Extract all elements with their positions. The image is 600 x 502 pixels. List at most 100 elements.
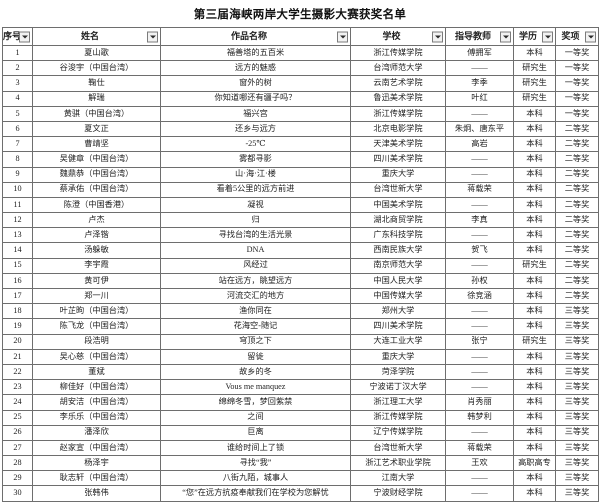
cell-degree: 研究生: [513, 75, 556, 92]
cell-mentor: 叶红: [445, 90, 514, 107]
award-list-table: 序号 姓名 作品名称 学校 指导教师: [2, 27, 599, 502]
cell-name: 黄骐（中国台湾）: [32, 105, 161, 122]
cell-work: 巨离: [160, 424, 351, 441]
cell-degree: 研究生: [513, 60, 556, 77]
cell-degree: 本科: [513, 166, 556, 183]
column-header-name[interactable]: 姓名: [32, 27, 161, 46]
column-header-award-label: 奖项: [561, 30, 580, 41]
cell-school: 中国人民大学: [350, 272, 446, 290]
cell-work: 河流交汇的地方: [160, 287, 351, 305]
cell-seq: 4: [2, 90, 33, 107]
cell-mentor: ——: [445, 424, 514, 441]
cell-work: 留徙: [160, 348, 351, 365]
table-row: 17 郑一川 河流交汇的地方 中国传媒大学 徐竞涵 本科 二等奖: [2, 287, 599, 305]
cell-name: 汤躲敏: [32, 242, 161, 259]
table-row: 16 黄可伊 站在远方，眺望远方 中国人民大学 孙权 本科 二等奖: [2, 272, 599, 290]
cell-work: 绵绵冬雪，梦回紫禁: [160, 394, 351, 411]
table-header: 序号 姓名 作品名称 学校 指导教师: [2, 27, 599, 46]
cell-school: 辽宁传媒学院: [350, 424, 446, 441]
chevron-down-icon[interactable]: [542, 31, 553, 42]
cell-degree: 本科: [513, 363, 556, 381]
cell-name: 谷浚宇（中国台湾）: [32, 60, 161, 77]
cell-work: Vous me manquez: [160, 379, 351, 396]
cell-award: 二等奖: [555, 287, 599, 305]
table-row: 14 汤躲敏 DNA 西南民族大学 贺飞 本科 二等奖: [2, 242, 599, 259]
cell-degree: 本科: [513, 44, 556, 62]
table-row: 6 夏文正 还乡与远方 北京电影学院 朱炯、唐东平 本科 二等奖: [2, 120, 599, 138]
cell-award: 三等奖: [555, 348, 599, 365]
table-row: 10 蔡承佑（中国台湾） 看着5公里的远方前进 台湾世新大学 蒋载荣 本科 二等奖: [2, 181, 599, 198]
cell-mentor: ——: [445, 379, 514, 396]
column-header-award[interactable]: 奖项: [555, 27, 599, 46]
cell-school: 江南大学: [350, 470, 446, 487]
cell-mentor: ——: [445, 151, 514, 168]
column-header-degree[interactable]: 学历: [513, 27, 556, 46]
column-header-name-label: 姓名: [80, 30, 99, 41]
cell-school: 郑州大学: [350, 303, 446, 320]
column-header-seq[interactable]: 序号: [2, 27, 33, 46]
cell-school: 台湾世新大学: [350, 439, 446, 457]
cell-school: 四川美术学院: [350, 151, 446, 168]
table-row: 19 陈飞龙（中国台湾） 花海空-随记 四川美术学院 —— 本科 三等奖: [2, 318, 599, 335]
cell-work: 穹顶之下: [160, 333, 351, 350]
cell-name: 李宇霞: [32, 257, 161, 274]
cell-name: 吴健章（中国台湾）: [32, 151, 161, 168]
cell-school: 宁波财经学院: [350, 485, 446, 502]
column-header-school[interactable]: 学校: [350, 27, 446, 46]
cell-mentor: ——: [445, 303, 514, 320]
cell-school: 重庆大学: [350, 166, 446, 183]
table-row: 11 陈澄（中国香港） 凝视 中国美术学院 —— 本科 二等奖: [2, 196, 599, 214]
cell-seq: 1: [2, 44, 33, 62]
cell-seq: 25: [2, 409, 33, 426]
cell-degree: 本科: [513, 470, 556, 487]
table-row: 7 曹靖坚 -25℃ 天津美术学院 高岩 本科 二等奖: [2, 136, 599, 153]
cell-seq: 8: [2, 151, 33, 168]
cell-name: 夏山歌: [32, 44, 161, 62]
column-header-degree-label: 学历: [518, 30, 537, 41]
cell-seq: 20: [2, 333, 33, 350]
table-row: 21 吴心慈（中国台湾） 留徙 重庆大学 —— 本科 三等奖: [2, 348, 599, 365]
cell-name: 段浩明: [32, 333, 161, 350]
cell-degree: 本科: [513, 424, 556, 441]
cell-school: 四川美术学院: [350, 318, 446, 335]
cell-degree: 本科: [513, 120, 556, 138]
table-row: 26 潘泽欣 巨离 辽宁传媒学院 —— 本科 三等奖: [2, 424, 599, 441]
chevron-down-icon[interactable]: [337, 31, 348, 42]
cell-name: 鞠仕: [32, 75, 161, 92]
cell-degree: 本科: [513, 318, 556, 335]
chevron-down-icon[interactable]: [500, 31, 511, 42]
chevron-down-icon[interactable]: [585, 31, 596, 42]
cell-work: 寻找“我”: [160, 455, 351, 472]
cell-seq: 13: [2, 227, 33, 244]
cell-seq: 23: [2, 379, 33, 396]
cell-work: -25℃: [160, 136, 351, 153]
chevron-down-icon[interactable]: [19, 31, 30, 42]
cell-mentor: ——: [445, 485, 514, 502]
cell-school: 大连工业大学: [350, 333, 446, 350]
cell-mentor: 李季: [445, 75, 514, 92]
column-header-mentor[interactable]: 指导教师: [445, 27, 514, 46]
cell-name: 李乐乐（中国台湾）: [32, 409, 161, 426]
cell-school: 北京电影学院: [350, 120, 446, 138]
table-row: 3 鞠仕 窗外的树 云南艺术学院 李季 研究生 一等奖: [2, 75, 599, 92]
chevron-down-icon[interactable]: [147, 31, 158, 42]
cell-award: 三等奖: [555, 439, 599, 457]
cell-name: 潘泽欣: [32, 424, 161, 441]
chevron-down-icon[interactable]: [432, 31, 443, 42]
cell-seq: 22: [2, 363, 33, 381]
cell-mentor: ——: [445, 363, 514, 381]
cell-mentor: ——: [445, 105, 514, 122]
cell-mentor: ——: [445, 318, 514, 335]
cell-work: 山·海·江·楼: [160, 166, 351, 183]
cell-name: 赵家宣（中国台湾）: [32, 439, 161, 457]
cell-degree: 高职高专: [513, 455, 556, 472]
table-header-row: 序号 姓名 作品名称 学校 指导教师: [2, 27, 599, 46]
column-header-work[interactable]: 作品名称: [160, 27, 351, 46]
cell-award: 三等奖: [555, 318, 599, 335]
table-row: 22 董斌 故乡的冬 菏泽学院 —— 本科 三等奖: [2, 363, 599, 381]
cell-degree: 本科: [513, 272, 556, 290]
table-row: 18 叶芷昫（中国台湾） 渔你同在 郑州大学 —— 本科 三等奖: [2, 303, 599, 320]
cell-degree: 研究生: [513, 257, 556, 274]
cell-degree: 研究生: [513, 90, 556, 107]
cell-seq: 15: [2, 257, 33, 274]
